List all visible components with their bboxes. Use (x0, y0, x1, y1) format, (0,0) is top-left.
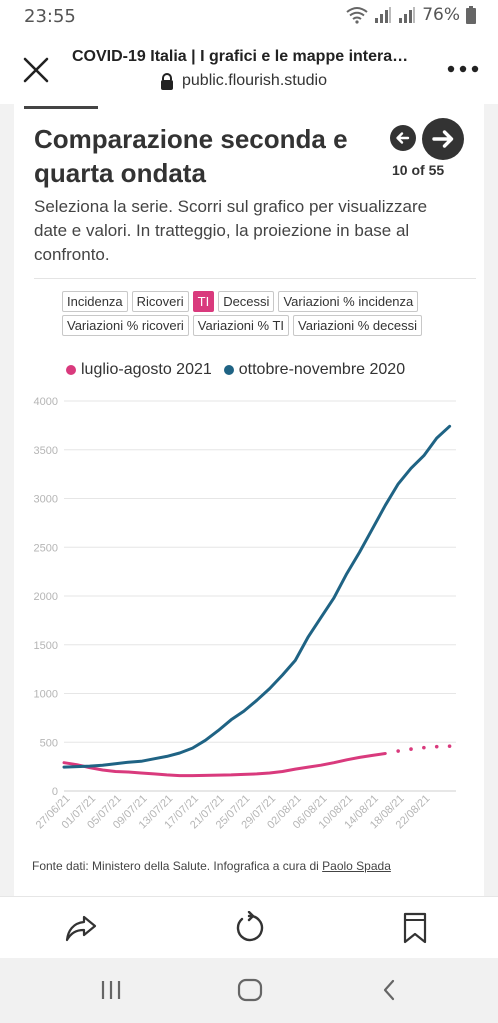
y-tick-label: 1500 (34, 640, 58, 652)
y-tick-label: 2000 (34, 591, 58, 603)
status-bar: 23:55 76% (0, 0, 498, 34)
projection-point (396, 749, 400, 753)
y-tick-label: 4000 (34, 396, 58, 408)
back-icon[interactable] (376, 976, 404, 1004)
signal-icon (375, 7, 392, 23)
share-icon[interactable] (64, 911, 98, 945)
projection-point (409, 747, 413, 751)
more-icon[interactable] (446, 58, 480, 80)
battery-level: 76% (422, 5, 460, 25)
filter-button-6[interactable]: Variazioni % TI (192, 315, 290, 336)
series-filter-group: Incidenza Ricoveri TI Decessi Variazioni % i… (62, 291, 442, 336)
y-tick-label: 3500 (34, 445, 58, 457)
battery-icon (466, 6, 476, 24)
filter-button-3[interactable]: Decessi (218, 291, 275, 312)
legend-item-2021[interactable]: luglio-agosto 2021 (66, 361, 212, 379)
wifi-icon (346, 7, 368, 24)
status-time: 23:55 (24, 6, 76, 27)
home-icon[interactable] (236, 976, 264, 1004)
filter-button-2[interactable]: TI (192, 291, 215, 312)
legend-dot-2020 (223, 365, 234, 375)
legend-dot-2021 (66, 365, 76, 375)
y-tick-label: 3000 (34, 494, 58, 506)
projection-point (422, 745, 426, 750)
y-tick-label: 0 (52, 786, 58, 798)
projection-point (447, 744, 452, 748)
arrow-left-icon (396, 132, 410, 144)
divider (34, 278, 476, 279)
url-row: public.flourish.studio (160, 72, 327, 90)
url-text: public.flourish.studio (182, 72, 327, 89)
series-line-1[interactable] (62, 424, 452, 769)
bottom-toolbar (0, 896, 498, 958)
next-slide-button[interactable] (422, 118, 464, 160)
y-tick-label: 1000 (34, 689, 58, 701)
story-progress (24, 106, 98, 109)
signal-icon-2 (399, 7, 416, 23)
android-navigation-bar (0, 958, 498, 1023)
source-note: Fonte dati: Ministero della Salute. Info… (32, 859, 391, 873)
legend-item-2020[interactable]: ottobre-novembre 2020 (223, 361, 406, 379)
slide-counter: 10 of 55 (392, 162, 445, 178)
status-icons: 76% (346, 5, 476, 25)
source-text: Fonte dati: Ministero della Salute. Info… (32, 859, 323, 873)
bookmark-icon[interactable] (398, 911, 432, 945)
filter-button-0[interactable]: Incidenza (62, 291, 128, 312)
line-chart[interactable]: 0500100015002000250030003500400027/06/21… (14, 388, 484, 848)
legend-label-2020: ottobre-novembre 2020 (238, 361, 406, 378)
refresh-icon[interactable] (232, 911, 266, 945)
filter-button-1[interactable]: Ricoveri (131, 291, 189, 312)
browser-bar: COVID-19 Italia | I grafici e le mappe i… (0, 34, 498, 104)
series-line-0[interactable] (62, 752, 387, 778)
close-icon[interactable] (20, 54, 52, 86)
y-tick-label: 2500 (34, 542, 58, 554)
projection-point (434, 744, 439, 749)
previous-slide-button[interactable] (390, 125, 416, 151)
arrow-right-icon (432, 130, 454, 148)
lock-icon (161, 72, 173, 90)
recents-icon[interactable] (97, 976, 125, 1004)
legend-label-2021: luglio-agosto 2021 (81, 361, 212, 378)
browser-page-title: COVID-19 Italia | I grafici e le mappe i… (72, 48, 409, 65)
slide-subtitle: Seleziona la serie. Scorri sul grafico p… (34, 197, 428, 264)
story-card (14, 104, 484, 896)
y-tick-label: 500 (40, 737, 58, 749)
author-link[interactable]: Paolo Spada (322, 859, 391, 873)
filter-button-5[interactable]: Variazioni % ricoveri (62, 315, 189, 336)
filter-button-7[interactable]: Variazioni % decessi (293, 315, 423, 336)
filter-button-4[interactable]: Variazioni % incidenza (278, 291, 419, 312)
slide-title: Comparazione seconda e quarta ondata (34, 124, 348, 188)
chart-legend: luglio-agosto 2021 ottobre-novembre 2020 (66, 361, 405, 379)
